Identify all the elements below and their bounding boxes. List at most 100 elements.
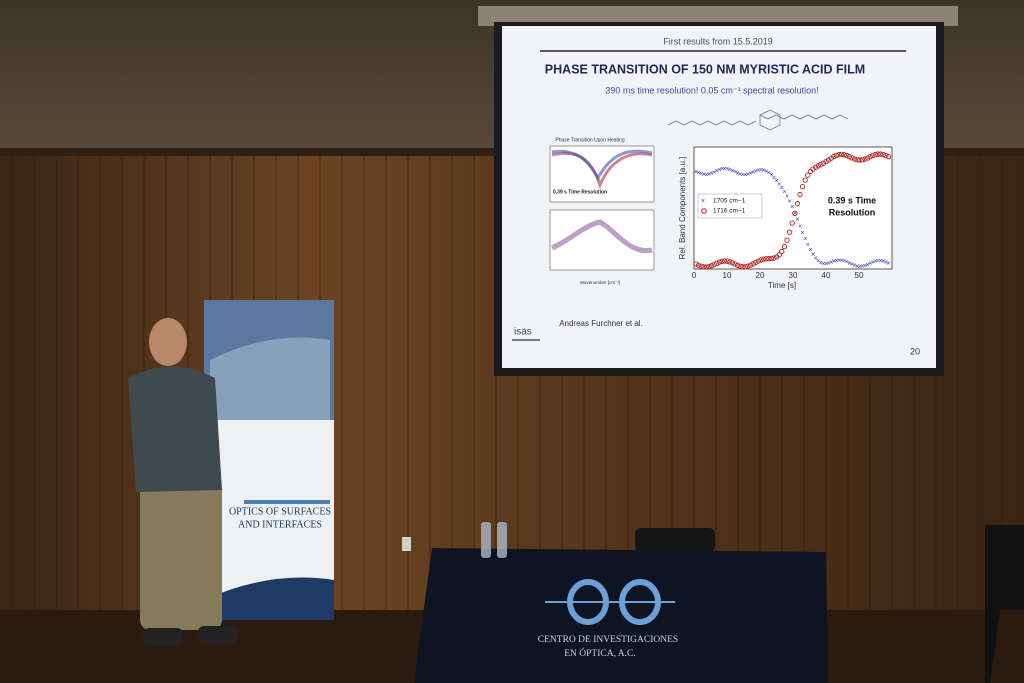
point-x: × <box>767 170 771 177</box>
annotation: Resolution <box>829 207 876 217</box>
point-x: × <box>793 210 797 217</box>
point-x: × <box>798 223 802 230</box>
point-o <box>747 262 754 268</box>
bottle <box>481 522 491 558</box>
point-x: × <box>772 175 776 182</box>
point-o <box>737 263 743 269</box>
point-x: × <box>762 167 766 174</box>
point-o <box>771 255 777 261</box>
page-number: 20 <box>910 346 920 356</box>
point-x: × <box>884 259 888 266</box>
point-x: × <box>855 264 859 271</box>
point-o <box>883 152 889 159</box>
point-x: × <box>866 262 870 269</box>
point-x: × <box>746 172 750 179</box>
point-o <box>729 260 736 266</box>
left-plot-xlabel: Wavenumber [cm⁻¹] <box>580 280 620 285</box>
point-o <box>724 258 730 264</box>
screen-case <box>478 6 958 26</box>
point-x: × <box>814 255 818 262</box>
point-x: × <box>881 258 885 265</box>
bottle <box>497 522 507 558</box>
banner-shape <box>210 337 330 420</box>
banner-foot <box>204 577 334 620</box>
point-o <box>784 237 790 243</box>
point-x: × <box>788 199 792 206</box>
point-x: × <box>775 178 779 185</box>
point-x: × <box>850 262 854 269</box>
point-o <box>838 151 845 158</box>
point-x: × <box>733 169 737 176</box>
point-x: × <box>754 169 758 176</box>
tablecloth <box>414 548 828 683</box>
point-o <box>734 262 741 268</box>
table-text: EN ÓPTICA, A.C. <box>564 647 636 659</box>
presenter-shirt <box>128 366 222 492</box>
point-x: × <box>832 259 836 266</box>
point-x: × <box>858 264 862 271</box>
point-x: × <box>816 258 820 265</box>
point-o <box>880 151 886 158</box>
point-x: × <box>871 259 875 266</box>
point-x: × <box>777 181 781 188</box>
point-o <box>802 177 808 183</box>
point-x: × <box>845 259 849 266</box>
legend-entry: 1716 cm−1 <box>713 208 746 215</box>
right-plot-ylabel: Rel. Band Components [a.u.] <box>678 157 687 260</box>
point-o <box>693 261 699 267</box>
point-x: × <box>795 217 799 224</box>
point-x: × <box>785 194 789 201</box>
point-x: × <box>749 171 753 178</box>
point-x: × <box>728 167 732 174</box>
point-x: × <box>720 166 724 173</box>
point-x: × <box>821 261 825 268</box>
point-x: × <box>707 171 711 178</box>
point-x: × <box>694 169 698 176</box>
point-x: × <box>759 167 763 174</box>
point-o <box>781 243 788 250</box>
point-x: × <box>879 258 883 265</box>
point-x: × <box>702 172 706 179</box>
point-o <box>870 152 876 159</box>
point-x: × <box>827 260 831 267</box>
point-o <box>776 252 782 258</box>
presenter-head <box>149 318 187 366</box>
point-x: × <box>710 171 714 178</box>
point-o <box>844 152 850 159</box>
point-o <box>885 154 892 160</box>
point-x: × <box>876 258 880 265</box>
point-o <box>745 263 751 269</box>
point-x: × <box>808 247 812 254</box>
point-x: × <box>697 170 701 177</box>
banner-bar <box>244 500 330 504</box>
point-o <box>831 153 837 160</box>
point-x: × <box>868 261 872 268</box>
point-o <box>721 258 728 264</box>
point-x: × <box>873 258 877 265</box>
point-o <box>846 154 853 160</box>
point-x: × <box>780 185 784 192</box>
point-x: × <box>842 258 846 265</box>
point-o <box>792 210 798 217</box>
chair-back <box>635 528 715 552</box>
point-x: × <box>723 166 727 173</box>
slide-subtitle: 390 ms time resolution! 0.05 cm⁻¹ spectr… <box>605 85 818 95</box>
point-o <box>833 152 840 159</box>
point-o <box>766 255 772 262</box>
author: Andreas Furchner et al. <box>559 319 643 328</box>
point-o <box>740 264 746 270</box>
shoe <box>198 626 238 644</box>
annotation: 0.39 s Time <box>828 195 876 205</box>
point-x: × <box>725 166 729 173</box>
point-o <box>864 155 871 161</box>
right-plot-xticks: 0 10 20 30 40 50 <box>692 271 864 280</box>
point-x: × <box>847 260 851 267</box>
point-o <box>716 259 723 265</box>
point-x: × <box>738 171 742 178</box>
point-x: × <box>840 258 844 265</box>
table-text: CENTRO DE INVESTIGACIONES <box>538 635 678 645</box>
isas-logo: isas <box>514 327 532 338</box>
point-o <box>797 191 803 198</box>
point-x: × <box>704 172 708 179</box>
